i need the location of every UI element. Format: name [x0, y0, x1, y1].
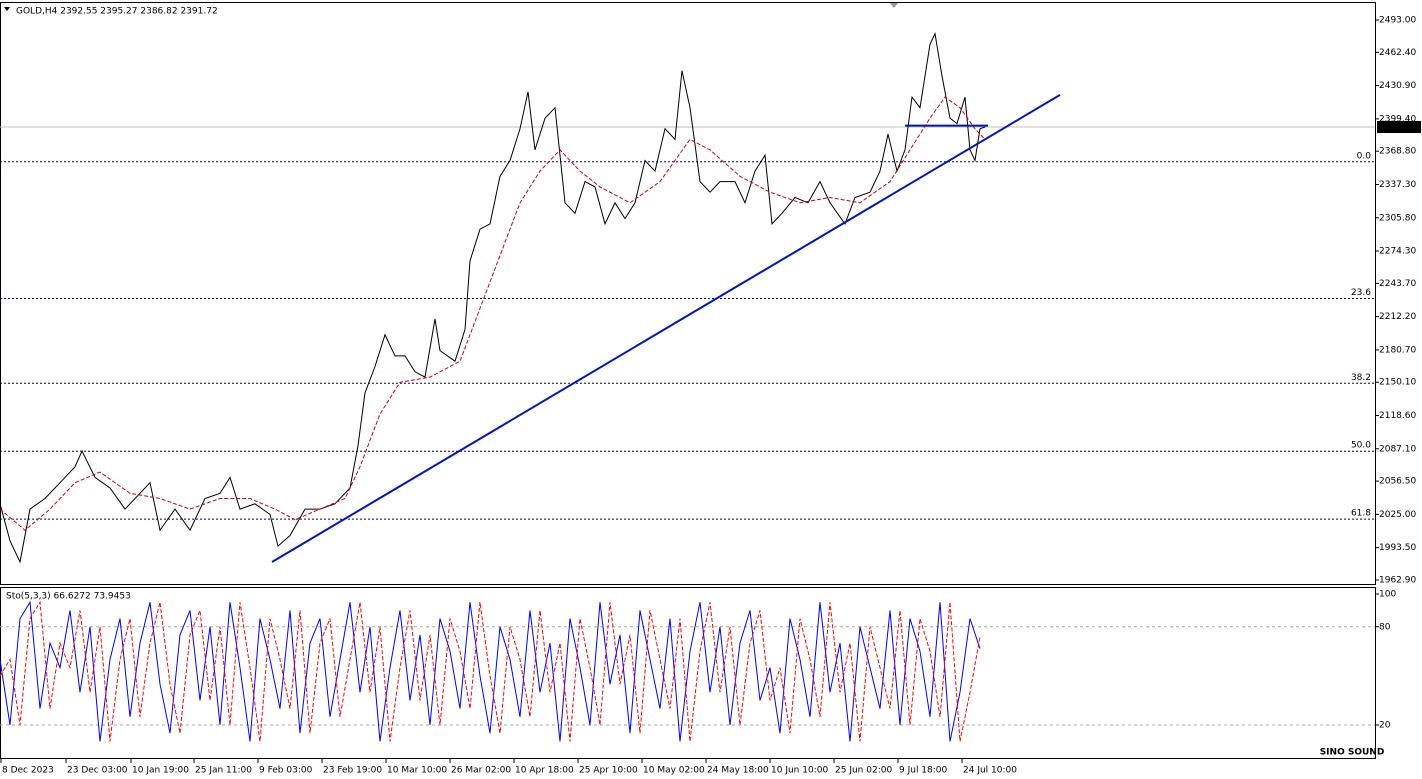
- y-tick-label: 2118.60: [1379, 411, 1416, 421]
- x-tick-label: 25 Jan 11:00: [195, 766, 252, 776]
- x-tick-label: 23 Feb 19:00: [323, 766, 382, 776]
- y-tick-label: 20: [1379, 721, 1391, 731]
- x-tick-label: 9 Feb 03:00: [259, 766, 313, 776]
- y-tick-label: 2368.80: [1379, 147, 1416, 157]
- fib-label: 38.2: [1351, 373, 1371, 383]
- series-line: [0, 600, 981, 742]
- y-tick-label: 2337.30: [1379, 180, 1416, 190]
- y-tick-label: 2274.30: [1379, 247, 1416, 257]
- y-tick-label: 1962.90: [1379, 575, 1416, 585]
- x-tick-label: 10 Jan 19:00: [132, 766, 189, 776]
- x-tick-label: 26 Mar 02:00: [451, 766, 511, 776]
- x-tick-label: 10 Mar 10:00: [387, 766, 447, 776]
- x-tick-label: 9 Jul 18:00: [899, 766, 948, 776]
- y-tick-label: 2399.40: [1379, 114, 1416, 124]
- x-tick-label: 24 Jul 10:00: [963, 766, 1017, 776]
- fib-label: 61.8: [1351, 509, 1371, 519]
- x-tick-label: 24 May 18:00: [707, 766, 769, 776]
- y-tick-label: 2305.80: [1379, 213, 1416, 223]
- x-tick-label: 8 Dec 2023: [2, 766, 54, 776]
- y-tick-label: 2462.40: [1379, 48, 1416, 58]
- trend-line: [271, 94, 1061, 563]
- y-tick-label: 2025.00: [1379, 510, 1416, 520]
- y-tick-label: 80: [1379, 622, 1391, 632]
- shift-marker: [890, 3, 898, 8]
- watermark: SINO SOUND: [1320, 748, 1385, 758]
- y-tick-label: 2150.10: [1379, 378, 1416, 388]
- series-line: [0, 96, 986, 531]
- x-tick-label: 10 Apr 18:00: [515, 766, 574, 776]
- series-line: [0, 32, 986, 564]
- x-tick-label: 10 Jun 10:00: [771, 766, 828, 776]
- y-tick-label: 2212.20: [1379, 312, 1416, 322]
- fib-label: 50.0: [1351, 441, 1371, 451]
- main-panel-border: [0, 2, 1376, 585]
- price-label-box: [1377, 120, 1421, 133]
- x-tick-label: 23 Dec 03:00: [67, 766, 128, 776]
- y-tick-label: 100: [1379, 590, 1396, 600]
- y-tick-label: 2180.70: [1379, 345, 1416, 355]
- y-tick-label: 2493.00: [1379, 16, 1416, 26]
- fib-label: 23.6: [1351, 288, 1371, 298]
- y-tick-label: 2056.50: [1379, 477, 1416, 487]
- fib-label: 0.0: [1357, 151, 1372, 161]
- chart-title: GOLD,H4 2392.55 2395.27 2386.82 2391.72: [16, 7, 218, 17]
- x-tick-label: 10 May 02:00: [643, 766, 705, 776]
- series-line: [0, 600, 981, 742]
- y-tick-label: 1993.50: [1379, 543, 1416, 553]
- menu-icon[interactable]: [4, 7, 10, 11]
- y-tick-label: 2087.10: [1379, 444, 1416, 454]
- y-tick-label: 2430.90: [1379, 81, 1416, 91]
- x-tick-label: 25 Jun 02:00: [835, 766, 892, 776]
- stoch-title: Sto(5,3,3) 66.6272 73.9453: [6, 592, 131, 602]
- stoch-panel-border: [0, 587, 1376, 759]
- y-tick-label: 2243.70: [1379, 279, 1416, 289]
- price-label: 2391.72: [1379, 122, 1416, 132]
- x-tick-label: 25 Apr 10:00: [579, 766, 638, 776]
